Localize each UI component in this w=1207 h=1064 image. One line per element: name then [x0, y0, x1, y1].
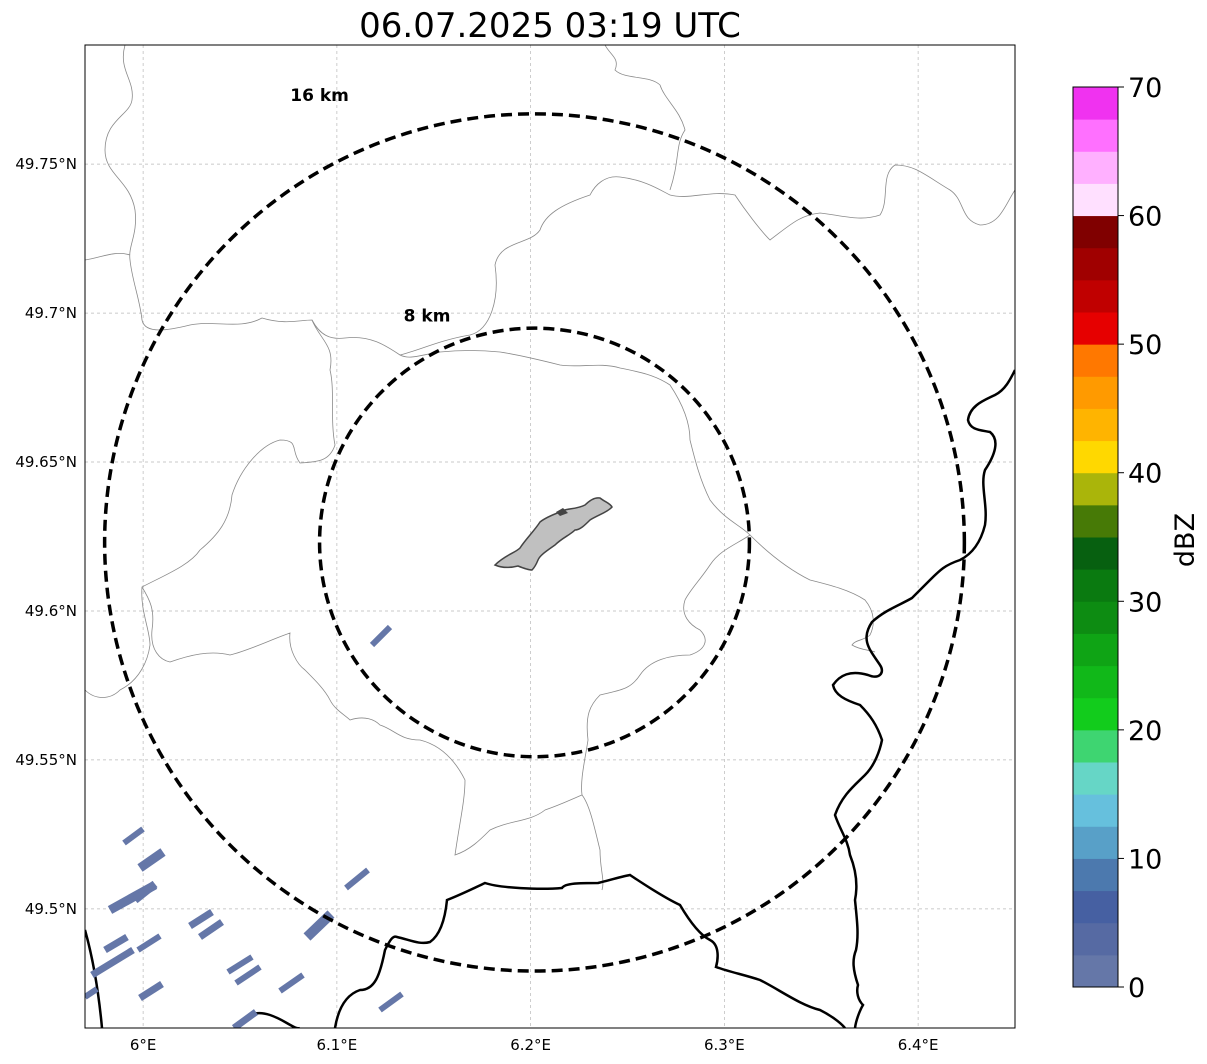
lat-tick-label: 49.5°N	[25, 900, 77, 918]
range-ring	[102, 112, 967, 973]
lon-tick-label: 6.1°E	[316, 1036, 357, 1054]
echo-cell	[188, 909, 214, 929]
colorbar-segment	[1073, 215, 1118, 249]
colorbar: 0 10 20 30 40 50 60 70	[1072, 73, 1162, 1004]
lat-tick-label: 49.65°N	[15, 453, 77, 471]
echo-cell	[231, 1009, 259, 1028]
echo-cell	[132, 880, 158, 904]
longitude-ticks: 6°E 6.1°E 6.2°E 6.3°E 6.4°E	[130, 1036, 939, 1054]
colorbar-segment	[1073, 344, 1118, 377]
colorbar-segment	[1073, 794, 1118, 827]
colorbar-frame	[1072, 86, 1119, 988]
lat-tick-label: 49.6°N	[25, 602, 77, 620]
colorbar-segment	[1073, 312, 1118, 345]
colorbar-segment	[1073, 762, 1118, 795]
echo-cell	[226, 954, 254, 975]
echo-cell	[369, 624, 393, 648]
colorbar-segment	[1073, 922, 1118, 956]
colorbar-segment	[1073, 376, 1118, 409]
range-ring	[317, 326, 752, 759]
range-ring-label: 16 km	[290, 86, 349, 106]
colorbar-segment	[1073, 890, 1118, 924]
gridlines	[85, 45, 1015, 1028]
echo-cell	[378, 991, 404, 1013]
echo-cell	[278, 972, 305, 994]
colorbar-segment	[1073, 826, 1118, 859]
colorbar-tick-label: 50	[1128, 330, 1162, 361]
colorbar-segment	[1073, 151, 1118, 184]
colorbar-segment	[1073, 697, 1118, 731]
echo-cell	[344, 867, 370, 891]
urban-area-detail	[556, 508, 568, 516]
colorbar-tick-label: 40	[1128, 459, 1162, 490]
colorbar-segment	[1073, 569, 1118, 602]
echo-cell	[122, 826, 145, 846]
colorbar-tick-label: 70	[1128, 73, 1162, 104]
echo-cell	[138, 981, 164, 1001]
colorbar-segment	[1073, 183, 1118, 217]
colorbar-segment	[1073, 858, 1118, 892]
colorbar-segment	[1073, 279, 1118, 313]
colorbar-tick-label: 10	[1128, 844, 1162, 875]
range-ring-label: 8 km	[404, 307, 451, 327]
radar-echoes	[85, 624, 404, 1028]
colorbar-segment	[1073, 504, 1118, 538]
colorbar-segment	[1073, 440, 1118, 474]
lat-tick-label: 49.55°N	[15, 751, 77, 769]
colorbar-segment	[1073, 601, 1118, 634]
echo-cell	[234, 964, 262, 986]
echo-cell	[103, 933, 129, 954]
colorbar-segment	[1073, 119, 1118, 152]
echo-cell	[137, 848, 166, 872]
colorbar-segment	[1073, 87, 1118, 120]
municipal-boundaries	[85, 45, 1015, 891]
colorbar-segment	[1073, 729, 1118, 763]
colorbar-tick-label: 20	[1128, 716, 1162, 747]
figure-title: 06.07.2025 03:19 UTC	[359, 6, 741, 46]
map-frame	[84, 44, 1016, 1029]
map-panel: 8 km 16 km 6°E 6.1°E 6.2°E 6.3°E 6.4°E 49.75°…	[15, 44, 1016, 1054]
colorbar-segment	[1073, 633, 1118, 667]
lon-tick-label: 6.4°E	[898, 1036, 939, 1054]
latitude-ticks: 49.75°N 49.7°N 49.65°N 49.6°N 49.55°N 49.5°N	[15, 155, 77, 918]
colorbar-segment	[1073, 247, 1118, 281]
urban-area	[493, 497, 613, 571]
lon-tick-label: 6.2°E	[510, 1036, 551, 1054]
colorbar-segment	[1073, 472, 1118, 506]
lon-tick-label: 6°E	[130, 1036, 157, 1054]
lon-tick-label: 6.3°E	[704, 1036, 745, 1054]
colorbar-tick-label: 0	[1128, 973, 1145, 1004]
lat-tick-label: 49.7°N	[25, 304, 77, 322]
colorbar-segment	[1073, 665, 1118, 699]
colorbar-segment	[1073, 537, 1118, 570]
colorbar-label: dBZ	[1170, 513, 1201, 567]
echo-cell	[136, 933, 162, 953]
colorbar-segment	[1073, 954, 1118, 988]
lat-tick-label: 49.75°N	[15, 155, 77, 173]
echo-cell	[90, 947, 135, 978]
colorbar-tick-label: 60	[1128, 202, 1162, 233]
echo-cell	[85, 986, 99, 1000]
echo-cell	[198, 919, 224, 940]
colorbar-tick-label: 30	[1128, 587, 1162, 618]
colorbar-segment	[1073, 408, 1118, 442]
range-rings: 8 km 16 km	[102, 86, 967, 973]
